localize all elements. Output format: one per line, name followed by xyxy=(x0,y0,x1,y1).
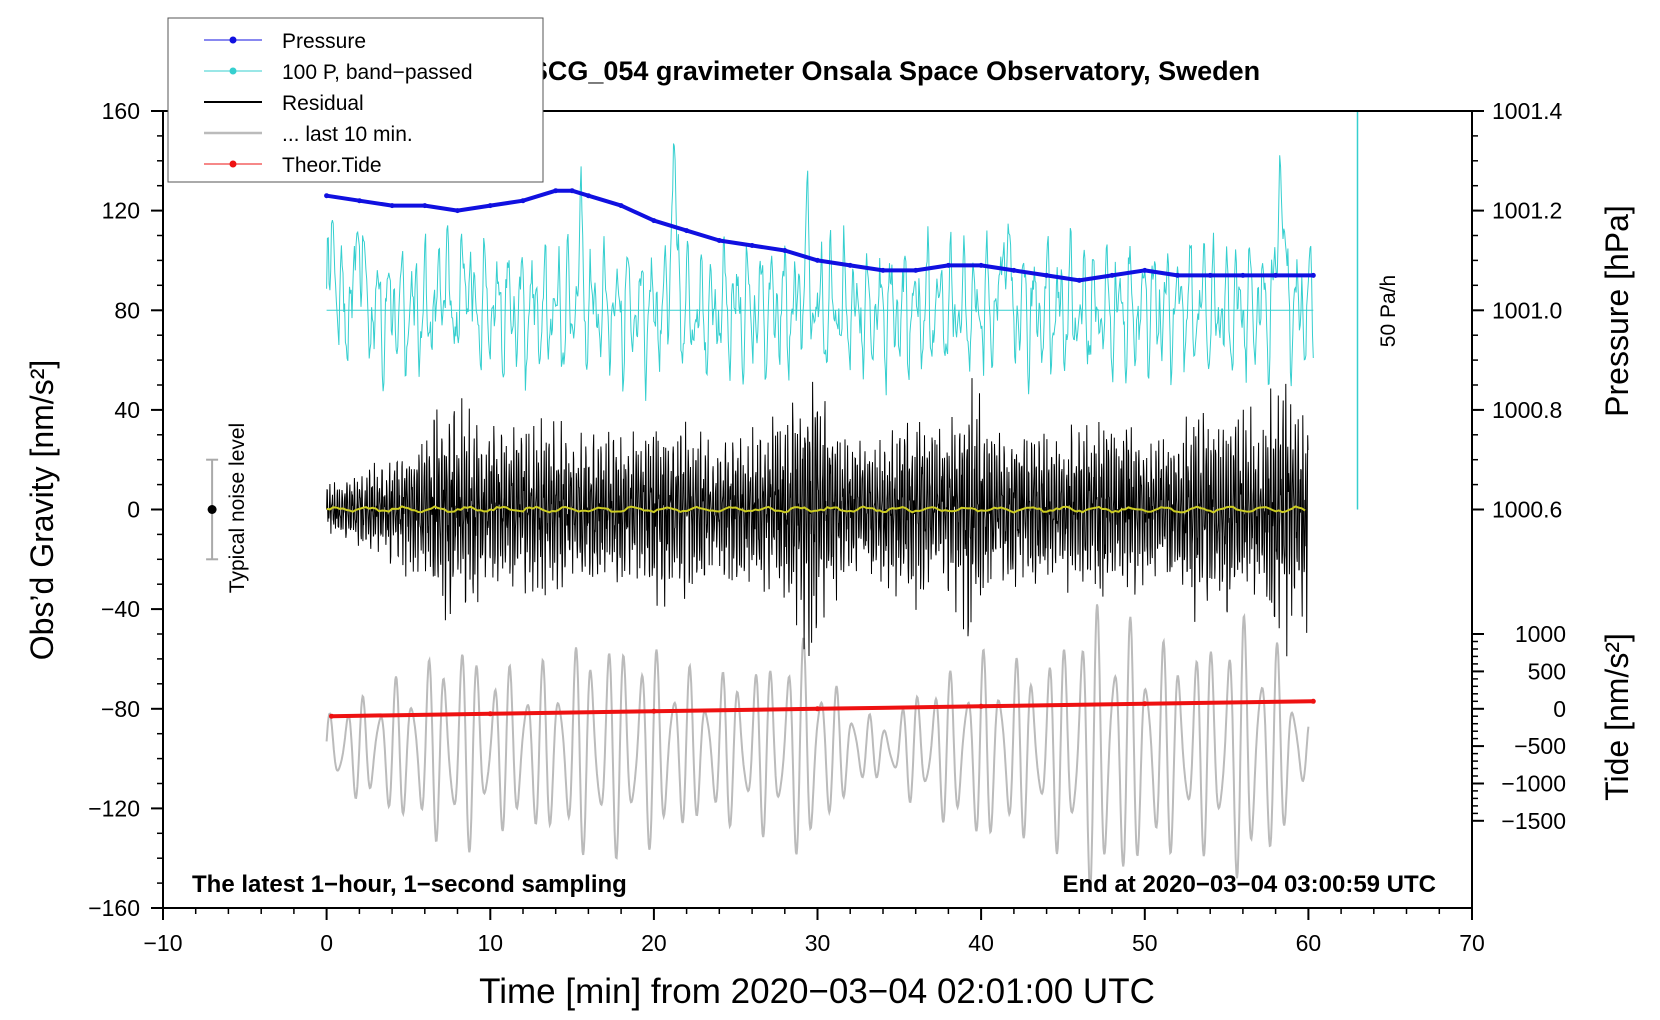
legend-box xyxy=(167,17,544,183)
pressure-point xyxy=(389,203,395,209)
tide-point xyxy=(978,703,984,709)
tide-point xyxy=(1310,698,1316,704)
legend-label: ... last 10 min. xyxy=(282,123,413,146)
pressure-point xyxy=(749,243,755,248)
pressure-point xyxy=(716,238,722,243)
pressure-point xyxy=(618,203,624,209)
pressure-point xyxy=(880,267,886,273)
pressure-point xyxy=(455,208,460,214)
end-time-note: End at 2020−03−04 03:00:59 UTC xyxy=(1062,871,1436,898)
y-tick-label: 0 xyxy=(127,497,140,523)
pressure-tick-label: 1000.6 xyxy=(1492,497,1562,523)
pressure-point xyxy=(1240,272,1246,278)
tide-tick-label: 0 xyxy=(1553,696,1566,722)
tide-tick-label: −500 xyxy=(1514,733,1566,759)
pressure-point xyxy=(324,193,330,199)
residual-line xyxy=(326,378,1309,657)
series-layer xyxy=(206,111,1359,889)
pressure-point xyxy=(356,198,362,204)
bandpass-pressure-line xyxy=(326,143,1314,401)
y-tick-label: 40 xyxy=(114,397,140,423)
tide-tick-label: −1500 xyxy=(1501,808,1566,834)
x-tick-label: 0 xyxy=(320,930,333,956)
last-10-min-line xyxy=(325,604,1310,889)
pressure-point xyxy=(1044,272,1050,278)
pressure-point xyxy=(815,257,820,263)
pressure-point xyxy=(1142,267,1148,273)
pressure-point xyxy=(422,203,428,209)
x-tick-label: 50 xyxy=(1132,930,1158,956)
smoothed-residual-line xyxy=(326,505,1306,514)
y-tick-label: −120 xyxy=(88,795,140,821)
legend-marker xyxy=(229,160,237,168)
pressure-point xyxy=(782,248,788,253)
pressure-line xyxy=(324,188,1316,283)
x-tick-label: 10 xyxy=(478,930,504,956)
pressure-point xyxy=(1109,272,1115,278)
legend: Pressure 100 P, band−passed Residual ... la… xyxy=(167,17,544,183)
pressure-point xyxy=(945,262,951,268)
tide-point xyxy=(651,708,657,714)
tide-tick-label: 1000 xyxy=(1515,621,1566,647)
y-tick-label: −160 xyxy=(88,895,140,921)
pressure-point xyxy=(913,267,919,273)
legend-marker xyxy=(229,36,237,44)
pressure-point xyxy=(1207,272,1213,278)
x-tick-label: 20 xyxy=(641,930,667,956)
x-tick-label: 70 xyxy=(1459,930,1485,956)
pressure-point xyxy=(553,188,559,194)
noise-level-label: Typical noise level xyxy=(226,423,249,593)
y-axis-label-tide: Tide [nm/s²] xyxy=(1599,633,1635,801)
pressure-point xyxy=(1273,272,1279,278)
legend-marker xyxy=(229,67,237,75)
tide-tick-label: −1000 xyxy=(1501,771,1566,797)
tide-point xyxy=(1142,701,1148,707)
legend-label: Theor.Tide xyxy=(282,154,382,177)
legend-label: Residual xyxy=(282,92,364,115)
y-axis-label-gravity: Obs’d Gravity [nm/s²] xyxy=(24,360,60,661)
sampling-note: The latest 1−hour, 1−second sampling xyxy=(192,871,627,898)
x-tick-label: 60 xyxy=(1296,930,1322,956)
noise-bar-center xyxy=(207,505,217,514)
tide-point xyxy=(487,711,493,717)
legend-label: Pressure xyxy=(282,30,366,53)
chart-title: SCG_054 gravimeter Onsala Space Observat… xyxy=(530,56,1260,86)
pressure-point xyxy=(651,218,657,224)
x-axis-label: Time [min] from 2020−03−04 02:01:00 UTC xyxy=(479,972,1155,1011)
ticks-layer: −10 0 10 20 30 40 50 60 70 160 120 80 40 0 −40 −80 −120 −… xyxy=(88,98,1566,956)
pressure-tick-label: 1001.2 xyxy=(1492,198,1562,224)
y-axis-label-pressure: Pressure [hPa] xyxy=(1599,205,1635,417)
tide-point xyxy=(815,706,820,712)
pressure-tick-label: 1000.8 xyxy=(1492,397,1562,423)
y-tick-label: −40 xyxy=(101,596,140,622)
x-tick-label: 30 xyxy=(805,930,831,956)
y-tick-label: 80 xyxy=(114,297,140,323)
pressure-tick-label: 1001.0 xyxy=(1492,297,1562,323)
pressure-tick-label: 1001.4 xyxy=(1492,98,1563,124)
pressure-point xyxy=(1076,277,1082,283)
x-tick-label: 40 xyxy=(968,930,994,956)
pressure-point xyxy=(1310,272,1316,278)
x-tick-label: −10 xyxy=(143,930,182,956)
pressure-point xyxy=(569,188,575,194)
y-tick-label: 160 xyxy=(102,98,140,124)
tide-point xyxy=(329,713,334,719)
pressure-point xyxy=(585,193,591,199)
tide-tick-label: 500 xyxy=(1528,658,1566,684)
legend-label: 100 P, band−passed xyxy=(282,61,473,84)
y-tick-label: 120 xyxy=(102,198,140,224)
pressure-point xyxy=(1175,272,1180,278)
pressure-point xyxy=(684,228,690,234)
pressure-point xyxy=(1011,267,1017,273)
y-tick-label: −80 xyxy=(101,696,140,722)
rate-bar-label: 50 Pa/h xyxy=(1377,275,1400,347)
pressure-point xyxy=(487,203,493,209)
pressure-point xyxy=(847,262,853,268)
pressure-point xyxy=(978,262,984,268)
pressure-point xyxy=(520,198,526,204)
